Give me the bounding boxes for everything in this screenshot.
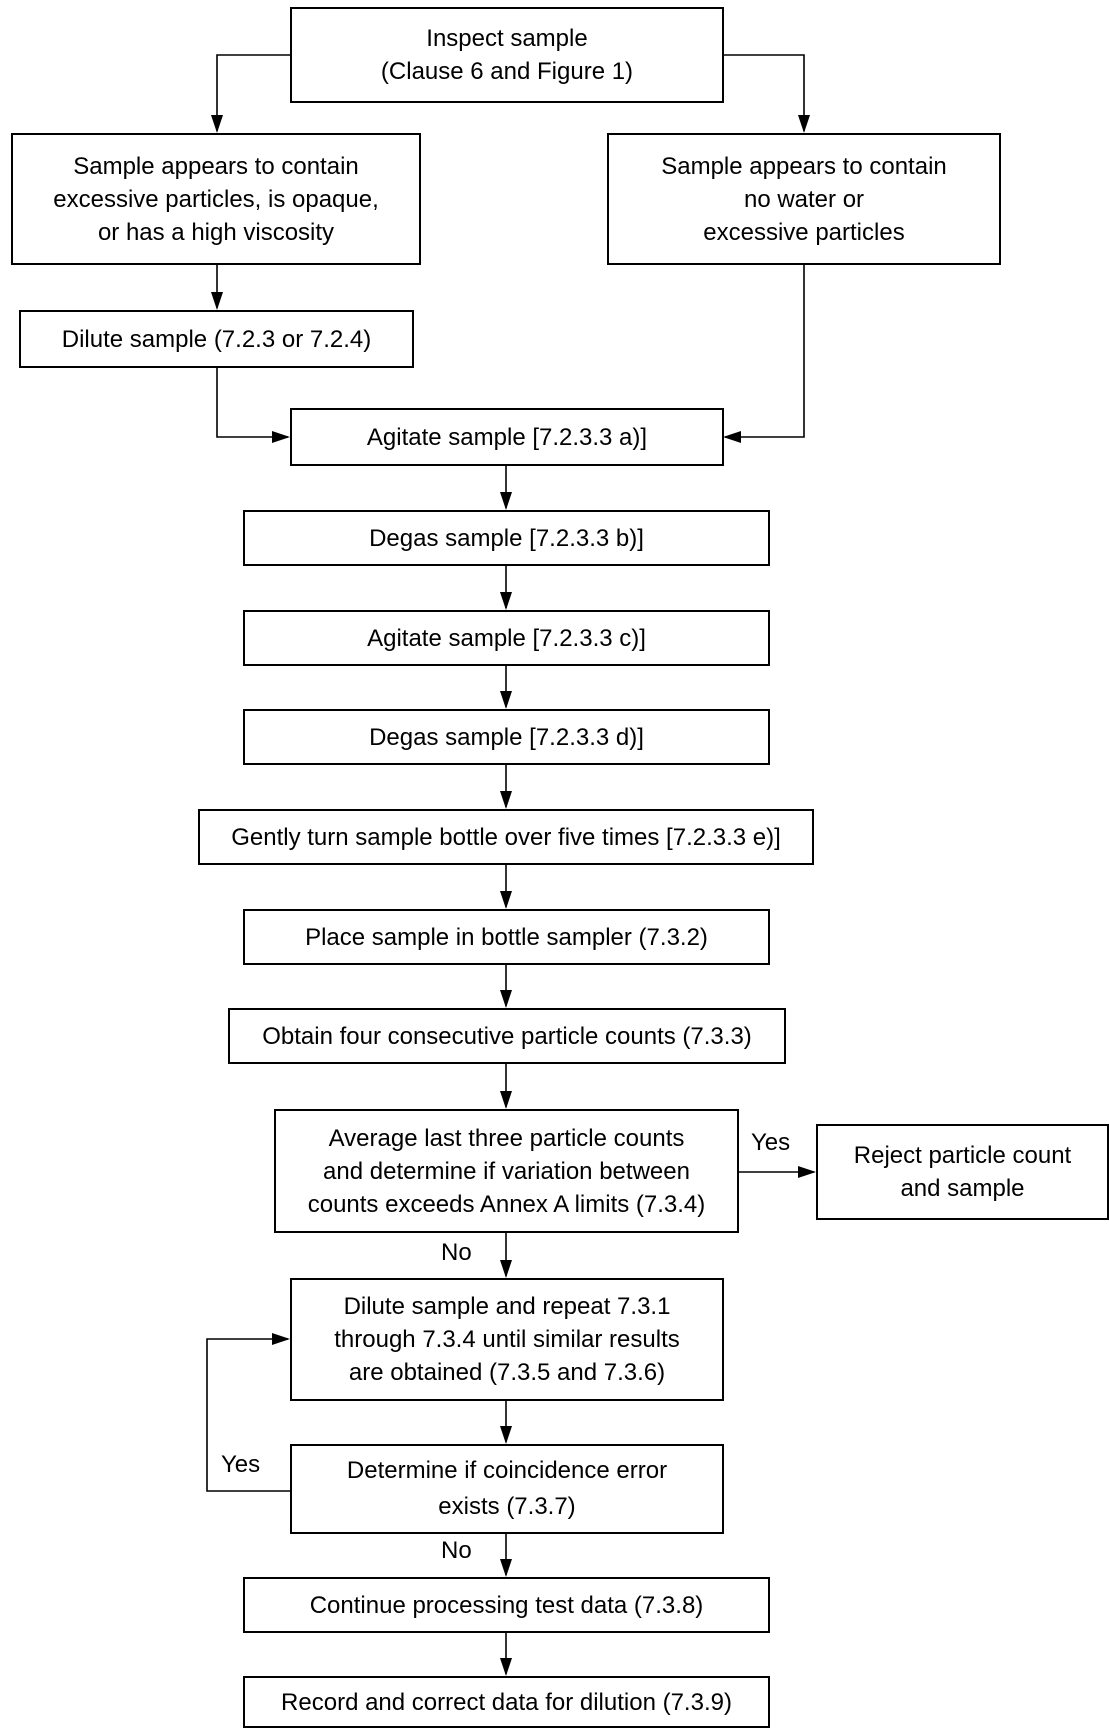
no-label-coincidence: No (441, 1537, 472, 1564)
average-counts-step: Average last three particle counts and d… (274, 1109, 739, 1233)
yes-label-reject: Yes (751, 1129, 791, 1156)
no-water-step: Sample appears to contain no water or ex… (607, 133, 1001, 265)
excessive-particles-step: Sample appears to contain excessive part… (11, 133, 421, 265)
turn-bottle-step: Gently turn sample bottle over five time… (198, 809, 814, 865)
continue-processing-step: Continue processing test data (7.3.8) (243, 1577, 770, 1633)
dilute-and-repeat-step: Dilute sample and repeat 7.3.1 through 7… (290, 1278, 724, 1401)
arrow-dilute-to-agitate (216, 368, 290, 443)
reject-sample-step: Reject particle count and sample (816, 1124, 1109, 1220)
yes-label-loop: Yes (221, 1451, 261, 1478)
degas-sample-d-step: Degas sample [7.2.3.3 d)] (243, 709, 770, 765)
agitate-sample-c-step: Agitate sample [7.2.3.3 c)] (243, 610, 770, 666)
dilute-sample-step: Dilute sample (7.2.3 or 7.2.4) (19, 310, 414, 368)
inspect-sample-step: Inspect sample (Clause 6 and Figure 1) (290, 7, 724, 103)
agitate-sample-a-step: Agitate sample [7.2.3.3 a)] (290, 408, 724, 466)
arrow-coincidence-loop-back (206, 1333, 290, 1492)
obtain-counts-step: Obtain four consecutive particle counts … (228, 1008, 786, 1064)
place-sample-step: Place sample in bottle sampler (7.3.2) (243, 909, 770, 965)
arrow-no-water-to-agitate (723, 265, 805, 443)
no-label-average: No (441, 1239, 472, 1266)
record-data-step: Record and correct data for dilution (7.… (243, 1676, 770, 1728)
arrow-inspect-to-no-water (724, 54, 810, 133)
arrow-inspect-to-excessive (211, 54, 290, 133)
degas-sample-b-step: Degas sample [7.2.3.3 b)] (243, 510, 770, 566)
coincidence-error-step: Determine if coincidence error exists (7… (290, 1444, 724, 1534)
